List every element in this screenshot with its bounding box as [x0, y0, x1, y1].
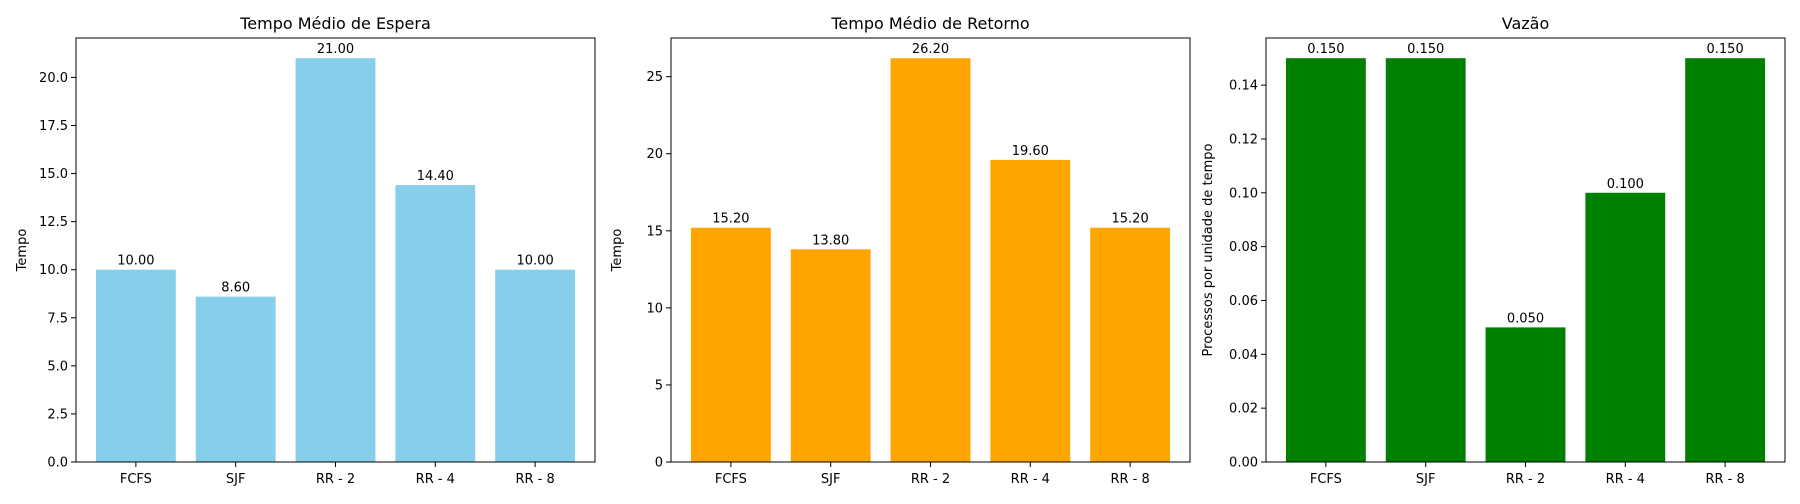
bar-value-label: 0.150: [1407, 42, 1444, 57]
chart-title: Vazão: [1502, 14, 1550, 33]
bar-rr-4: [990, 159, 1071, 462]
y-tick-label: 10: [646, 301, 663, 316]
x-tick-label: RR - 8: [1110, 472, 1149, 487]
bar-value-label: 14.40: [417, 169, 454, 184]
chart-2: Tempo Médio de Retorno 0 5 10 15 20 25 FCFS SJF R…: [610, 14, 1191, 487]
chart-1: Tempo Médio de Espera 0.0 2.5 5.0 7.5 10.0 12.…: [15, 14, 596, 487]
bar-value-label: 15.20: [712, 212, 749, 227]
x-tick-label: RR - 4: [416, 472, 455, 487]
x-tick-label: RR - 8: [515, 472, 554, 487]
y-tick-label: 25: [646, 70, 663, 85]
y-axis-label: Processos por unidade de tempo: [1201, 144, 1216, 357]
y-tick-label: 5: [655, 378, 663, 393]
y-tick-label: 0.08: [1229, 240, 1258, 255]
bar-value-label: 26.20: [912, 42, 949, 57]
bar-rr-8: [1685, 58, 1766, 462]
y-axis-label: Tempo: [15, 229, 30, 273]
bar-value-label: 0.150: [1307, 42, 1344, 57]
y-tick-label: 0.12: [1229, 132, 1258, 147]
bar-rr-8: [1090, 227, 1171, 462]
y-tick-label: 0.00: [1229, 456, 1258, 471]
bar-rr-2: [890, 58, 971, 462]
x-tick-label: SJF: [821, 472, 841, 487]
bar-value-label: 13.80: [812, 233, 849, 248]
y-tick-label: 0.04: [1229, 348, 1258, 363]
bar-rr-4: [395, 185, 476, 462]
bar-fcfs: [690, 227, 771, 462]
y-tick-label: 10.0: [39, 263, 68, 278]
y-tick-label: 0.06: [1229, 294, 1258, 309]
x-tick-label: SJF: [1416, 472, 1436, 487]
x-tick-label: RR - 4: [1606, 472, 1645, 487]
y-tick-label: 5.0: [47, 359, 68, 374]
y-tick-label: 20.0: [39, 71, 68, 86]
bar-value-label: 0.050: [1507, 311, 1544, 326]
chart-3: Vazão 0.00 0.02 0.04 0.06 0.08 0.10 0.12 0.14 FCF…: [1201, 14, 1786, 487]
y-tick-label: 2.5: [47, 407, 68, 422]
chart-title: Tempo Médio de Retorno: [830, 14, 1029, 33]
bar-rr-4: [1585, 192, 1666, 463]
y-tick-label: 0.14: [1229, 79, 1258, 94]
y-tick-label: 15: [646, 224, 663, 239]
bar-fcfs: [95, 269, 176, 462]
bar-value-label: 10.00: [117, 254, 154, 269]
bar-value-label: 10.00: [517, 254, 554, 269]
x-tick-label: RR - 2: [1506, 472, 1545, 487]
bar-rr-2: [1485, 327, 1566, 462]
y-tick-label: 0.0: [47, 456, 68, 471]
bar-value-label: 0.150: [1707, 42, 1744, 57]
bar-value-label: 8.60: [221, 281, 250, 296]
x-tick-label: SJF: [226, 472, 246, 487]
bar-sjf: [790, 249, 871, 462]
bar-value-label: 15.20: [1112, 212, 1149, 227]
x-tick-label: RR - 2: [911, 472, 950, 487]
bar-sjf: [1385, 58, 1466, 462]
y-tick-label: 0: [655, 456, 663, 471]
bar-rr-8: [495, 269, 576, 462]
y-tick-label: 20: [646, 147, 663, 162]
bar-value-label: 21.00: [317, 42, 354, 57]
y-tick-label: 0.02: [1229, 402, 1258, 417]
y-axis-label: Tempo: [610, 229, 625, 273]
x-tick-label: RR - 4: [1011, 472, 1050, 487]
y-tick-label: 12.5: [39, 215, 68, 230]
bar-fcfs: [1285, 58, 1366, 462]
x-tick-label: RR - 2: [316, 472, 355, 487]
x-tick-label: FCFS: [1310, 472, 1342, 487]
y-tick-label: 0.10: [1229, 186, 1258, 201]
y-tick-label: 15.0: [39, 167, 68, 182]
bar-value-label: 19.60: [1012, 144, 1049, 159]
y-tick-label: 7.5: [47, 311, 68, 326]
x-tick-label: FCFS: [715, 472, 747, 487]
y-tick-label: 17.5: [39, 119, 68, 134]
bar-rr-2: [295, 58, 376, 462]
bar-value-label: 0.100: [1607, 177, 1644, 192]
x-tick-label: RR - 8: [1705, 472, 1744, 487]
bar-sjf: [195, 296, 276, 462]
x-tick-label: FCFS: [120, 472, 152, 487]
chart-title: Tempo Médio de Espera: [239, 14, 431, 33]
